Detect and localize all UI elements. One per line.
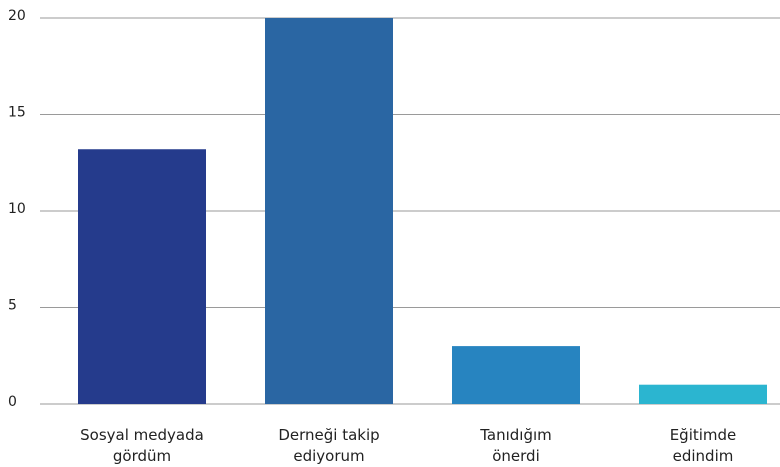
y-tick-label: 10	[8, 201, 26, 217]
x-tick-label-line: edindim	[673, 447, 734, 465]
x-tick-label-line: Tanıdığım	[479, 426, 552, 444]
x-tick-label-line: Derneği takip	[278, 426, 379, 444]
x-tick-label: Sosyal medyada gördüm	[80, 426, 204, 465]
x-tick-label: Eğitimde edindim	[670, 426, 737, 465]
y-tick-label: 15	[8, 105, 26, 121]
bar	[265, 18, 393, 404]
x-tick-label: Derneği takip ediyorum	[278, 426, 379, 465]
bar	[78, 149, 206, 404]
x-tick-label-line: Sosyal medyada	[80, 426, 204, 444]
x-tick-label-line: gördüm	[113, 447, 171, 465]
bar	[452, 346, 580, 404]
y-tick-label: 5	[8, 298, 17, 314]
y-tick-label: 0	[8, 394, 17, 410]
x-tick-label-line: Eğitimde	[670, 426, 737, 444]
x-tick-label: Tanıdığım önerdi	[479, 426, 552, 465]
bar	[639, 384, 767, 404]
y-tick-label: 20	[8, 8, 26, 24]
x-tick-label-line: önerdi	[492, 447, 540, 465]
x-tick-label-line: ediyorum	[293, 447, 364, 465]
